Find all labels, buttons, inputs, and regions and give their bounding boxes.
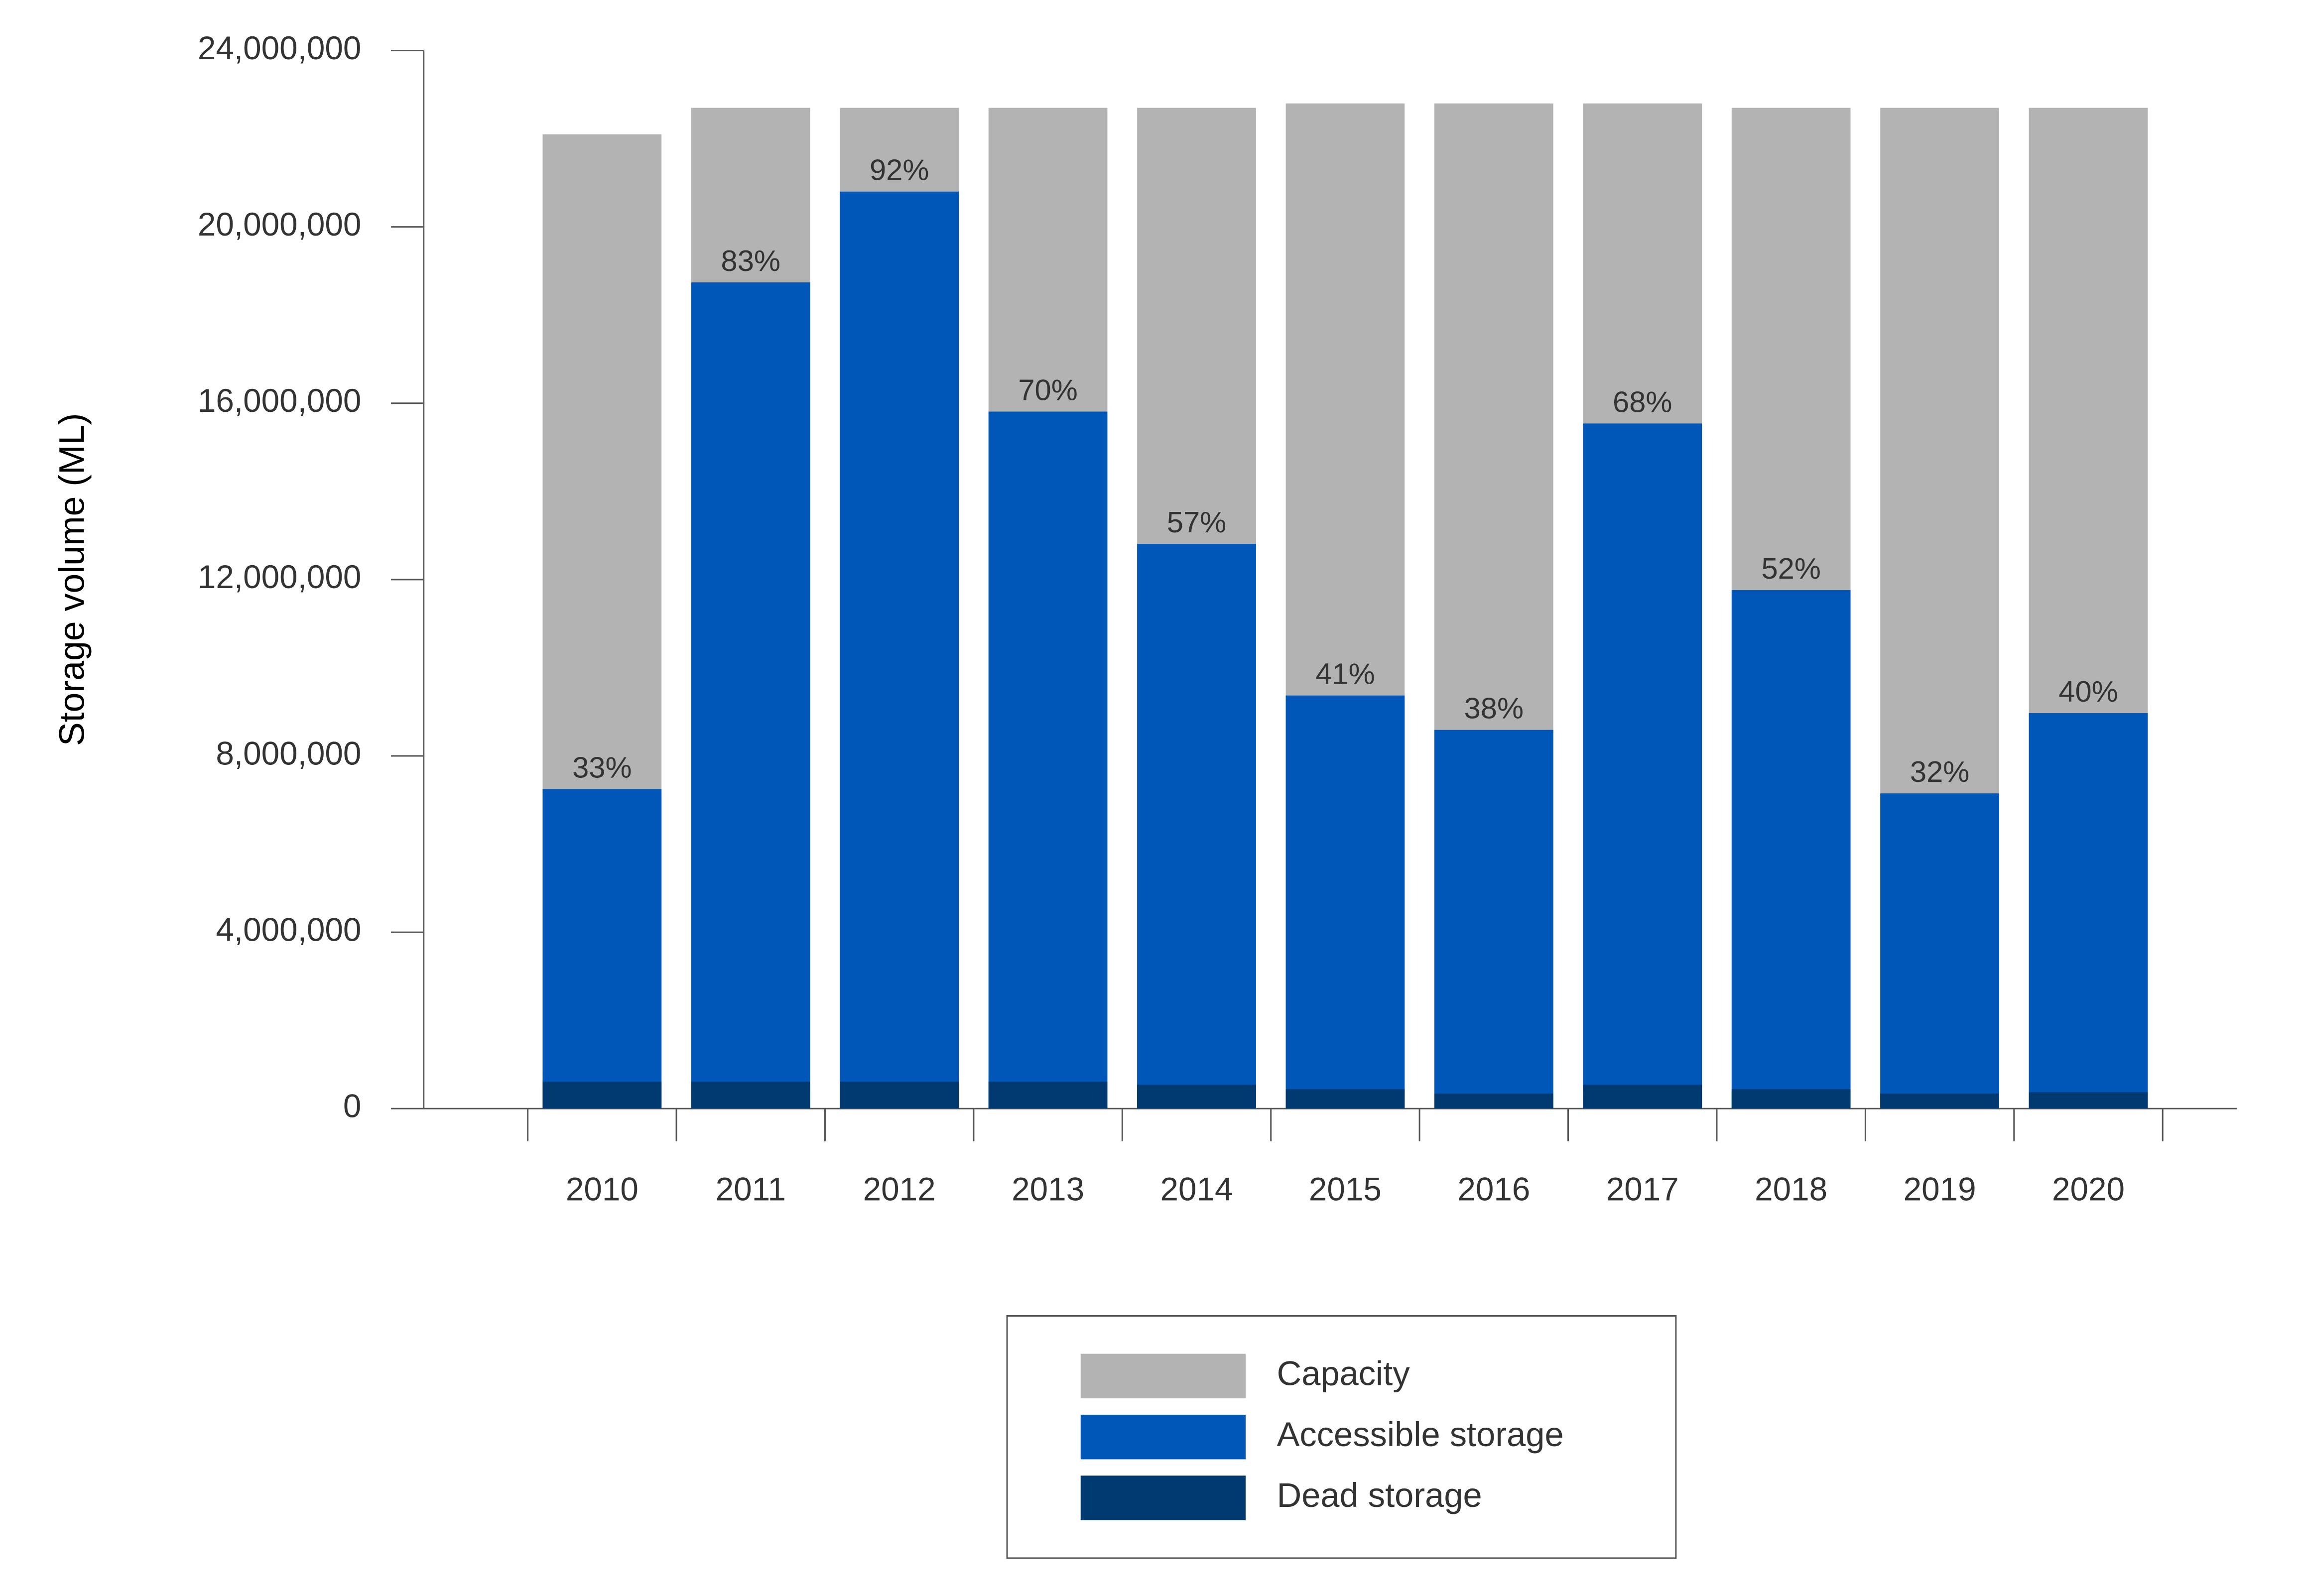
bar xyxy=(2029,1092,2148,1109)
y-tick-label: 8,000,000 xyxy=(216,735,361,771)
data-label: 33% xyxy=(572,750,632,784)
legend-label: Accessible storage xyxy=(1277,1415,1564,1454)
bar xyxy=(1285,1089,1405,1109)
bar xyxy=(542,789,662,1109)
data-label: 70% xyxy=(1018,373,1077,406)
x-tick-label: 2013 xyxy=(1012,1171,1084,1208)
y-tick-label: 16,000,000 xyxy=(198,382,362,419)
bar xyxy=(1583,423,1702,1109)
x-tick-label: 2017 xyxy=(1606,1171,1679,1208)
legend-swatch xyxy=(1080,1414,1246,1460)
bar xyxy=(1731,1089,1851,1109)
bar xyxy=(1137,1085,1256,1109)
bar xyxy=(542,1082,662,1109)
data-label: 68% xyxy=(1613,385,1672,418)
legend-swatch xyxy=(1080,1475,1246,1520)
data-label: 83% xyxy=(721,244,780,277)
bar xyxy=(988,411,1108,1109)
bar xyxy=(1583,1085,1702,1109)
x-tick-label: 2012 xyxy=(863,1171,936,1208)
x-tick-label: 2019 xyxy=(1904,1171,1976,1208)
legend-label: Capacity xyxy=(1277,1354,1410,1392)
data-label: 57% xyxy=(1167,505,1226,539)
x-tick-label: 2018 xyxy=(1755,1171,1827,1208)
bar xyxy=(840,1082,959,1109)
bar xyxy=(1285,695,1405,1109)
bar xyxy=(1137,544,1256,1109)
y-tick-label: 20,000,000 xyxy=(198,206,362,243)
x-tick-label: 2014 xyxy=(1160,1171,1233,1208)
y-tick-label: 0 xyxy=(343,1088,362,1124)
bar xyxy=(1434,1094,1553,1109)
legend-label: Dead storage xyxy=(1277,1476,1482,1514)
y-axis-label: Storage volume (ML) xyxy=(52,413,92,746)
y-tick-label: 4,000,000 xyxy=(216,911,361,948)
data-label: 52% xyxy=(1761,552,1820,585)
bar xyxy=(691,1082,810,1109)
x-tick-label: 2011 xyxy=(716,1171,786,1208)
data-label: 41% xyxy=(1315,657,1375,691)
bar xyxy=(1434,730,1553,1109)
data-label: 40% xyxy=(2058,675,2118,708)
y-tick-label: 12,000,000 xyxy=(198,559,362,595)
bar xyxy=(988,1082,1108,1109)
bar xyxy=(2029,713,2148,1109)
bar xyxy=(1731,590,1851,1109)
x-tick-label: 2020 xyxy=(2052,1171,2125,1208)
bar xyxy=(840,191,959,1109)
y-tick-label: 24,000,000 xyxy=(198,30,362,66)
data-label: 92% xyxy=(870,153,929,187)
bar xyxy=(1880,793,1999,1109)
x-tick-label: 2015 xyxy=(1309,1171,1382,1208)
legend-swatch xyxy=(1080,1353,1246,1399)
x-tick-label: 2010 xyxy=(566,1171,639,1208)
x-tick-label: 2016 xyxy=(1457,1171,1530,1208)
bar xyxy=(691,282,810,1109)
data-label: 38% xyxy=(1464,692,1524,725)
data-label: 32% xyxy=(1910,755,1969,788)
bar xyxy=(1880,1094,1999,1109)
